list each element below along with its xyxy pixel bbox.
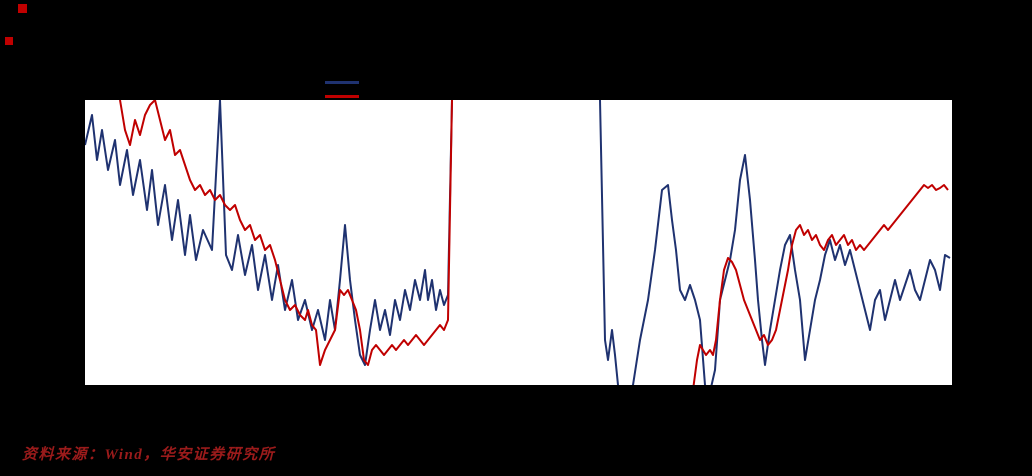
legend-swatch-red [325, 94, 359, 98]
series-line-blue [85, 100, 453, 366]
red-mark [5, 37, 13, 45]
red-mark [18, 4, 27, 13]
legend-swatch-blue [325, 80, 359, 84]
source-note: 资料来源：Wind，华安证券研究所 [22, 447, 276, 463]
plot-area [85, 100, 952, 385]
legend-entry-blue [325, 80, 365, 84]
line-chart-svg [85, 100, 951, 385]
series-line-blue [599, 100, 951, 385]
chart-legend [325, 80, 365, 98]
legend-entry-red [325, 94, 365, 98]
series-line-red [692, 184, 949, 385]
series-line-red [119, 100, 453, 366]
